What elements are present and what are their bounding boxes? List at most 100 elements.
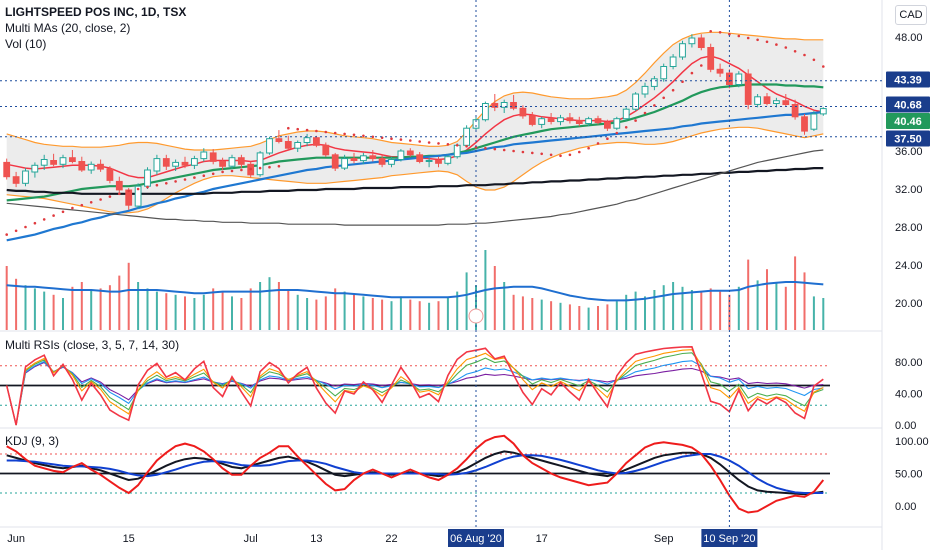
- kdj-line: [6, 434, 825, 514]
- candle-body: [87, 163, 95, 171]
- candle-body: [744, 73, 752, 105]
- sar-dot: [784, 46, 788, 49]
- candle-body: [134, 185, 142, 207]
- volume-bar: [343, 291, 346, 330]
- sar-dot: [42, 218, 46, 221]
- sar-dot: [709, 30, 712, 33]
- candle-body: [69, 157, 76, 162]
- sar-dot: [296, 127, 300, 131]
- ma-line: [6, 167, 824, 195]
- candle-body: [716, 68, 724, 74]
- sar-dot: [287, 126, 290, 130]
- volume-bar: [324, 296, 327, 330]
- sar-dot: [258, 166, 262, 170]
- sar-dot: [118, 192, 121, 196]
- volume-bar: [493, 266, 496, 330]
- crosshair-lines: [468, 0, 730, 528]
- candle-body: [472, 119, 480, 129]
- sar-dot: [240, 168, 243, 172]
- volume-bar: [597, 306, 599, 330]
- volume-bar: [240, 298, 243, 330]
- rsi-tick-label: 80.00: [895, 357, 923, 369]
- kdj-indicator-label[interactable]: KDJ (9, 3): [5, 434, 60, 448]
- sar-dot: [756, 38, 759, 42]
- volume-bar: [475, 285, 477, 330]
- sar-dot: [80, 203, 84, 207]
- sar-dot: [315, 129, 318, 133]
- price-label-box: [886, 96, 930, 113]
- candle-body: [266, 138, 273, 154]
- rsi-indicator-label[interactable]: Multi RSIs (close, 3, 5, 7, 14, 30): [5, 338, 180, 352]
- price-label-box: [886, 130, 930, 147]
- candle-body: [12, 176, 20, 184]
- candle-body: [191, 158, 198, 166]
- moving-averages: [6, 55, 824, 242]
- candle-body: [172, 161, 179, 167]
- candle-body: [341, 158, 349, 169]
- sar-dot: [427, 141, 431, 144]
- volume-bar: [390, 301, 393, 330]
- candle-body: [538, 118, 546, 125]
- candle-body: [369, 155, 377, 160]
- volume-bar: [43, 291, 46, 330]
- volume-bar: [568, 304, 571, 330]
- candle-body: [59, 157, 67, 165]
- kdj-line: [6, 453, 824, 494]
- volume-ma-line: [6, 281, 824, 302]
- volume-bar: [381, 299, 384, 330]
- volume-bar: [531, 298, 534, 330]
- ma-line: [6, 149, 824, 226]
- time-axis-label: 17: [536, 533, 548, 545]
- candle-body: [200, 151, 208, 160]
- candle-body: [3, 161, 11, 178]
- candle-body: [40, 159, 48, 166]
- sar-dot: [202, 174, 206, 177]
- price-label-box: [886, 113, 930, 129]
- volume-bar: [784, 286, 787, 330]
- ma-line: [6, 110, 824, 242]
- volume-indicator-label[interactable]: Vol (10): [5, 37, 47, 51]
- candle-body: [547, 118, 555, 122]
- volume-bar: [728, 294, 731, 330]
- sar-dot: [61, 210, 65, 214]
- candle-body: [313, 137, 320, 146]
- volume-bar: [221, 291, 224, 330]
- volume-bar: [550, 301, 553, 330]
- sar-dot: [230, 169, 234, 173]
- candle-body: [50, 160, 58, 165]
- time-axis-label: 22: [385, 533, 397, 545]
- ma-indicator-label[interactable]: Multi MAs (20, close, 2): [5, 21, 131, 35]
- sar-dot: [822, 65, 825, 68]
- candle-body: [125, 189, 133, 206]
- currency-button[interactable]: CAD: [895, 5, 927, 25]
- volume-bar: [700, 291, 703, 330]
- sar-dot: [531, 151, 534, 155]
- volume-bar: [812, 296, 815, 330]
- volume-bar: [362, 296, 365, 330]
- candle-body: [500, 102, 508, 108]
- sar-dot: [99, 198, 102, 201]
- candle-body: [810, 113, 818, 130]
- candle-body: [181, 161, 189, 166]
- sar-dot: [437, 142, 440, 145]
- volume-bar: [371, 298, 374, 330]
- sar-dot: [690, 71, 694, 75]
- volume-bar: [287, 290, 290, 330]
- volume-bar: [24, 285, 27, 330]
- kdj-pane: [0, 434, 830, 514]
- volume-bar: [766, 269, 768, 330]
- time-axis-label: Jun: [7, 533, 25, 545]
- candle-body: [294, 142, 302, 149]
- volume-pane: [5, 250, 825, 330]
- time-axis-label: Sep: [654, 533, 674, 545]
- candle-body: [406, 150, 414, 156]
- candle-body: [679, 43, 686, 58]
- volume-bar: [231, 296, 233, 330]
- volume-bar: [334, 288, 337, 330]
- sar-dot: [502, 148, 506, 152]
- candle-body: [435, 160, 442, 164]
- main-legend: LIGHTSPEED POS INC, 1D, TSX Multi MAs (2…: [5, 4, 186, 52]
- candle-body: [782, 100, 790, 105]
- sar-dot: [33, 221, 37, 225]
